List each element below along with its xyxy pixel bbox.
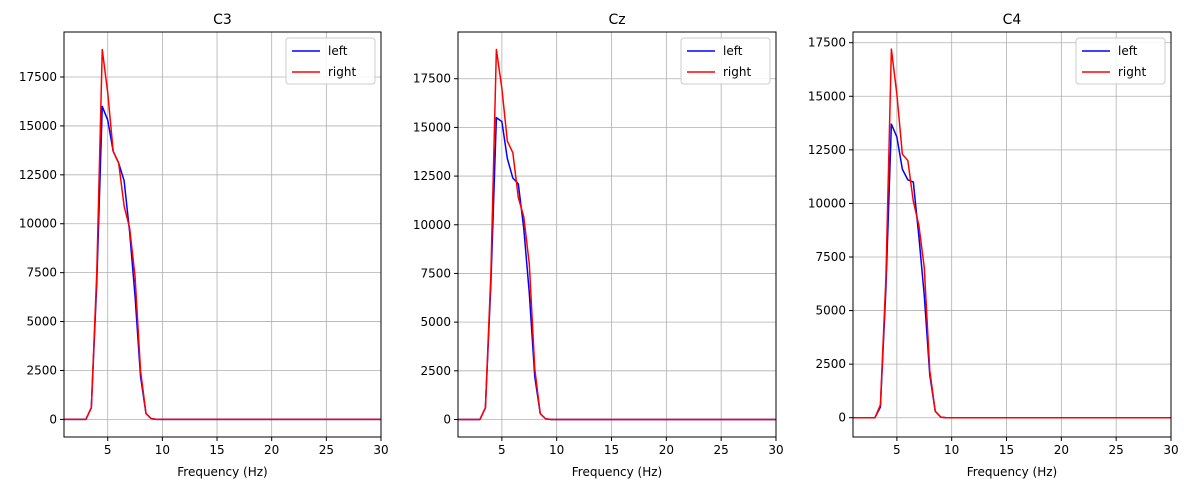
- x-tick-label: 30: [373, 443, 388, 457]
- y-tick-label: 0: [443, 412, 451, 426]
- y-tick-label: 12500: [19, 168, 57, 182]
- x-tick-label: 15: [999, 443, 1014, 457]
- y-tick-label: 0: [49, 412, 57, 426]
- x-tick-label: 20: [659, 443, 674, 457]
- y-tick-label: 12500: [413, 169, 451, 183]
- plot-frame: [457, 31, 777, 438]
- legend-label-right: right: [1118, 65, 1146, 79]
- y-tick-label: 12500: [808, 143, 846, 157]
- chart-panel-c3: 5 10 15 20 25 30 0 2500 5000 7500 10000 12500 15000 1…: [19, 12, 389, 479]
- x-tick-label: 25: [319, 443, 334, 457]
- y-tick-label: 15000: [808, 89, 846, 103]
- x-tick-label: 25: [1109, 443, 1124, 457]
- x-axis-label: Frequency (Hz): [177, 465, 268, 479]
- x-tick-label: 25: [714, 443, 729, 457]
- x-tick-label: 10: [549, 443, 564, 457]
- y-tick-label: 5000: [815, 304, 846, 318]
- x-tick-label: 5: [104, 443, 112, 457]
- chart-panel-c4: 5 10 15 20 25 30 0 2500 5000 7500 10000 12500 15000 1…: [808, 12, 1179, 479]
- plot-frame: [63, 31, 382, 438]
- y-tick-label: 17500: [808, 36, 846, 50]
- y-tick-label: 17500: [413, 72, 451, 86]
- y-tick-label: 15000: [413, 120, 451, 134]
- legend-label-right: right: [328, 65, 356, 79]
- y-tick-label: 5000: [26, 315, 57, 329]
- x-axis-label: Frequency (Hz): [572, 465, 663, 479]
- y-tick-label: 17500: [19, 70, 57, 84]
- legend-label-left: left: [723, 44, 743, 58]
- series-line-left: [64, 105, 381, 421]
- chart-title: Cz: [608, 12, 625, 28]
- x-tick-label: 10: [155, 443, 170, 457]
- legend-label-left: left: [328, 44, 348, 58]
- y-tick-label: 5000: [420, 315, 451, 329]
- x-tick-label: 30: [1163, 443, 1178, 457]
- x-tick-label: 10: [944, 443, 959, 457]
- x-tick-label: 20: [1054, 443, 1069, 457]
- series-line-left: [458, 116, 776, 421]
- x-tick-label: 15: [209, 443, 224, 457]
- series-line-left: [853, 123, 1171, 419]
- x-tick-label: 5: [893, 443, 901, 457]
- legend: left right: [285, 37, 376, 85]
- y-tick-label: 7500: [26, 266, 57, 280]
- plot-frame: [852, 31, 1172, 438]
- y-tick-label: 7500: [815, 250, 846, 264]
- y-tick-label: 10000: [413, 218, 451, 232]
- x-axis-label: Frequency (Hz): [967, 465, 1058, 479]
- y-tick-label: 2500: [26, 363, 57, 377]
- x-tick-label: 5: [498, 443, 506, 457]
- series-line-right: [64, 48, 381, 421]
- y-tick-label: 10000: [19, 217, 57, 231]
- y-tick-label: 2500: [815, 357, 846, 371]
- series-line-right: [458, 48, 776, 421]
- y-tick-label: 2500: [420, 364, 451, 378]
- series-line-right: [853, 48, 1171, 419]
- legend: left right: [680, 37, 771, 85]
- chart-panel-cz: 5 10 15 20 25 30 0 2500 5000 7500 10000 12500 15000 1…: [413, 12, 784, 479]
- x-tick-label: 20: [264, 443, 279, 457]
- legend: left right: [1075, 37, 1166, 85]
- x-tick-label: 30: [768, 443, 783, 457]
- y-tick-label: 15000: [19, 119, 57, 133]
- y-tick-label: 10000: [808, 196, 846, 210]
- legend-label-left: left: [1118, 44, 1138, 58]
- y-tick-label: 0: [838, 411, 846, 425]
- chart-title: C3: [213, 12, 232, 28]
- y-tick-label: 7500: [420, 266, 451, 280]
- legend-label-right: right: [723, 65, 751, 79]
- chart-title: C4: [1003, 12, 1022, 28]
- x-tick-label: 15: [604, 443, 619, 457]
